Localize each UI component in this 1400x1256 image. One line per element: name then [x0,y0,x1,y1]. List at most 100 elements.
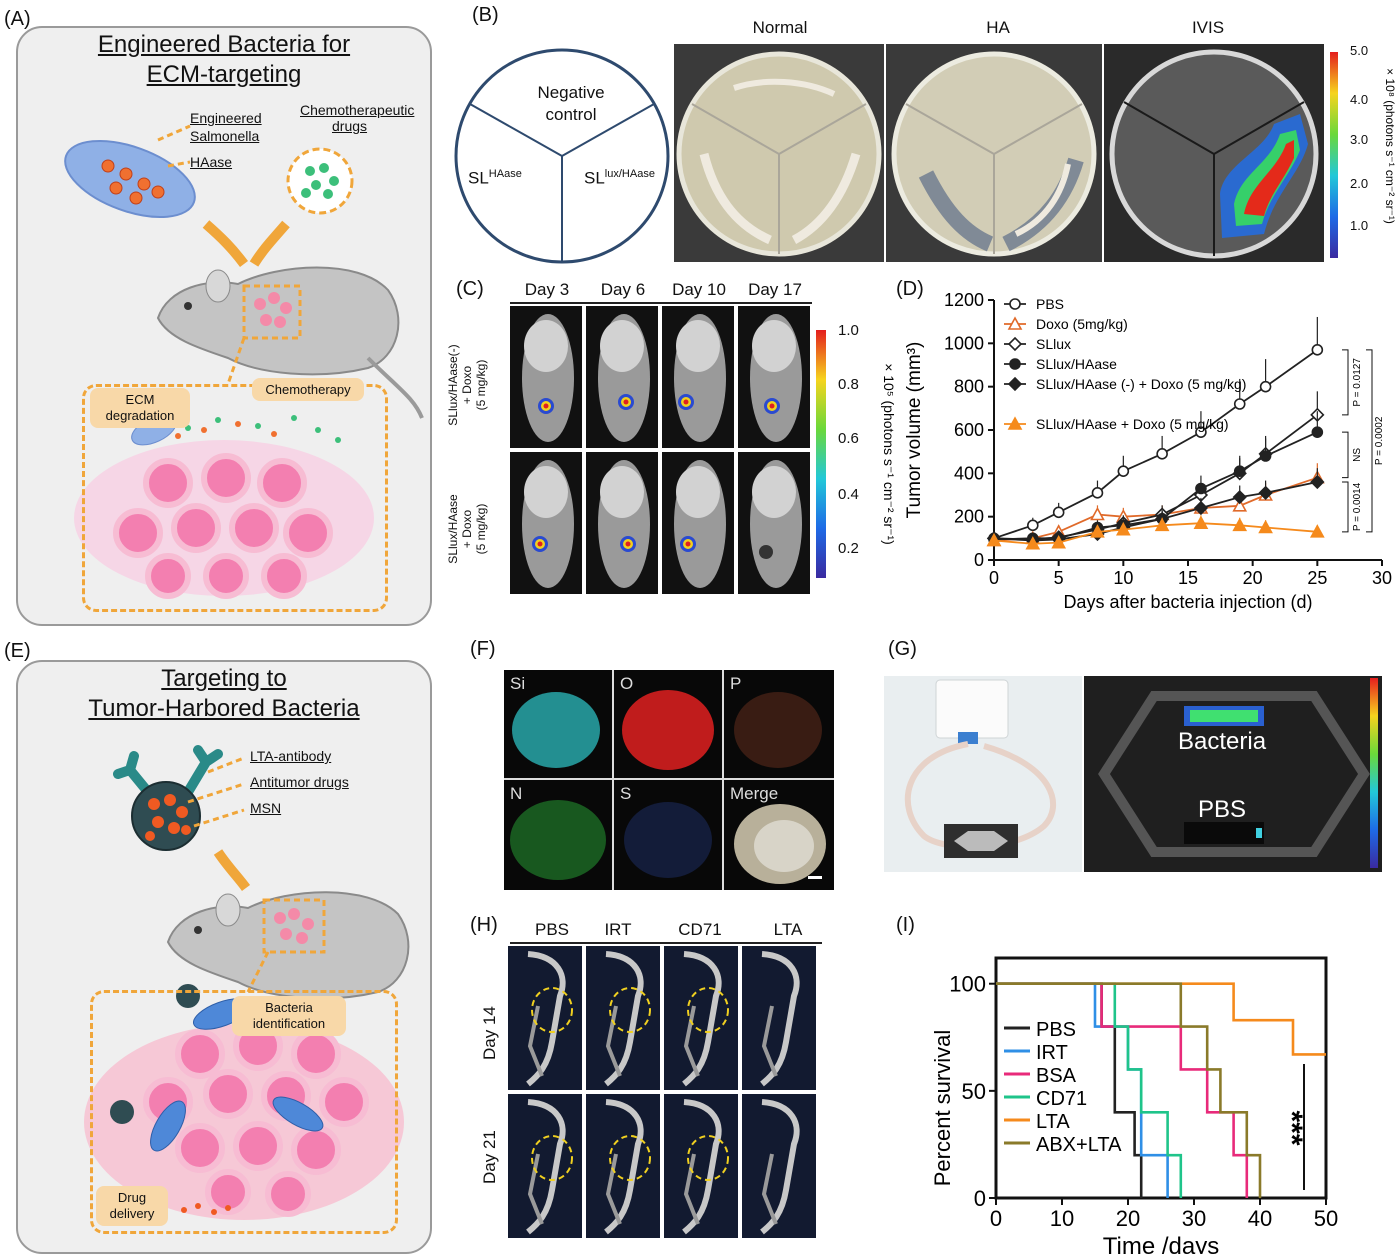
h-tumor-circle [687,987,729,1033]
c-signal-center [685,541,691,547]
d-x-tick-label: 15 [1178,568,1198,588]
eds-map-n: N [504,780,612,890]
tag-drug-l1: Drug [117,1190,147,1205]
d-legend-label: Doxo (5mg/kg) [1036,316,1128,332]
plate-ivis-photo [1104,44,1324,262]
d-point [1007,416,1023,430]
col-ha: HA [986,18,1010,37]
d-annot-2: P = 0.0002 [1374,416,1385,465]
d-point [1258,519,1273,534]
d-point [1051,534,1067,549]
c-row2-label: SLlux/HAase + Doxo (5 mg/kg) [446,464,488,594]
panel-e-zoom-box [90,990,398,1234]
c-mouse-fur [752,320,796,372]
h-limb [683,1005,700,1077]
g-colorbar [1370,678,1378,868]
g-bacteria-label: Bacteria [1178,728,1267,755]
panel-e-title-2: Tumor-Harbored Bacteria [88,695,360,722]
d-x-axis-label: Days after bacteria injection (d) [1063,592,1312,612]
d-x-tick-label: 25 [1307,568,1327,588]
c-signal-center [683,399,689,405]
d-point [1232,490,1247,505]
sl-haase-label: SLHAase [468,168,522,189]
i-series-line [996,982,1249,1198]
eds-label-si: Si [510,674,526,693]
label-msn: MSN [250,800,282,816]
h-limb [683,1153,700,1225]
label-haase: HAase [190,154,233,170]
h-tumor-circle [609,1135,651,1181]
c-colorbar: × 10⁵ (photons s⁻¹ cm⁻² sr⁻¹) [816,330,894,578]
neg-line2: control [545,105,597,124]
g-pbs-label: PBS [1198,796,1247,823]
d-point [1258,485,1273,500]
c-cbar-tick-02: 0.2 [838,540,859,557]
d-point [1007,316,1023,330]
d-x-tick-label: 5 [1054,568,1064,588]
c-row1-l2: + Doxo [460,365,474,405]
panel-label-c: (C) [456,278,484,300]
tumor-region-icon [242,284,302,340]
eds-grid: Si O P N S Merge [504,670,834,890]
c-signal-center [769,403,775,409]
label-chemo-2: drugs [332,118,368,134]
h-tumor-circle [531,987,573,1033]
d-y-tick-label: 1000 [944,333,984,353]
d-point [1195,426,1207,438]
h-col-irt: IRT [604,920,632,939]
c-signal-center [623,399,629,405]
c-row1-l3: (5 mg/kg) [474,359,488,411]
d-point [986,532,1002,547]
panel-label-d: (D) [896,278,924,300]
d-series-line [993,431,1318,541]
panel-label-f: (F) [470,638,496,660]
sl-text-2: SL [584,168,605,188]
label-lta-antibody: LTA-antibody [250,748,332,764]
d-x-tick-label: 10 [1113,568,1133,588]
c-row2-l2: + Doxo [460,509,474,549]
tag-bact-l2: identification [252,1016,326,1031]
d-point [1232,498,1248,512]
h-row-day14: Day 14 [480,1006,499,1060]
d-point [1311,426,1324,438]
d-bracket-2 [1366,349,1373,533]
d-annot-3: NS [1352,448,1363,462]
h-skeleton [682,951,722,1087]
h-skeleton [760,1099,800,1235]
eds-label-merge: Merge [730,784,779,803]
panel-e-illustration [84,745,410,1220]
panel-label-e: (E) [4,640,31,662]
d-point [1259,450,1272,462]
panel-a-box: Engineered Bacteria for ECM-targeting [16,26,432,626]
d-bracket-3 [1342,431,1349,479]
label-salmonella: Salmonella [190,128,260,144]
h-skeleton [760,951,800,1087]
chart-survival: 0 10 20 30 40 50 0 50 100 Time /days Percent survi… [930,956,1338,1254]
c-cbar-tick-08: 0.8 [838,376,859,393]
i-significance: *** [1275,1110,1308,1145]
h-col-lta: LTA [773,920,803,939]
d-point [1007,336,1023,352]
c-row1-l1: SLlux/HAase(-) [446,344,460,426]
tumor-cells-icon [74,414,374,599]
d-series-line [993,349,1318,540]
plate-normal-photo [674,44,884,262]
d-point [1195,482,1207,495]
c-cbar-tick-04: 0.4 [838,486,859,503]
tag-ecm-line1: ECM [125,392,155,407]
d-legend-label: PBS [1036,296,1064,312]
c-mouse-fur [676,320,720,372]
h-header-rule [510,942,822,944]
i-legend-label: CD71 [1036,1088,1087,1110]
d-point [1117,465,1130,477]
c-day-3: Day 3 [524,280,570,299]
c-signal-center [625,541,631,547]
d-legend-label: SLlux [1036,336,1071,352]
b-cbar-tick-1: 1.0 [1350,218,1369,233]
device-photo [884,676,1082,872]
d-legend-label: SLlux/HAase [1036,356,1117,372]
h-col-cd71: CD71 [678,920,722,939]
chart-tumor-volume: 0 5 10 15 20 25 30 0 200 400 600 800 1000 1200 Days af… [904,290,1392,612]
d-bracket-4 [1342,481,1349,533]
c-day-6: Day 6 [600,280,646,299]
